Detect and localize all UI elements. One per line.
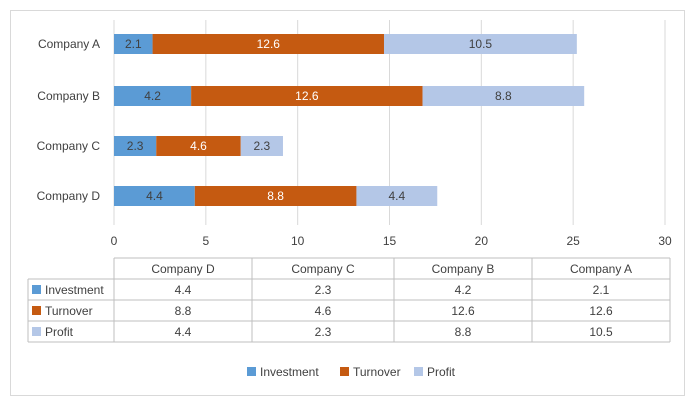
x-tick-label-15: 15 — [383, 234, 397, 248]
table-cell-turnover-company-a: 12.6 — [589, 304, 613, 318]
category-label-company-c: Company C — [37, 139, 101, 153]
table-legend-key-profit — [32, 327, 41, 336]
table-header-company-c: Company C — [291, 262, 355, 276]
x-tick-label-10: 10 — [291, 234, 305, 248]
data-label-turnover-company-b: 12.6 — [295, 89, 319, 103]
bar-investment-company-a — [114, 34, 153, 54]
x-tick-label-25: 25 — [566, 234, 580, 248]
data-label-profit-company-c: 2.3 — [254, 139, 271, 153]
legend-key-profit — [414, 367, 423, 376]
data-label-investment-company-d: 4.4 — [146, 189, 163, 203]
table-legend-key-investment — [32, 285, 41, 294]
table-cell-profit-company-a: 10.5 — [589, 325, 613, 339]
bar-turnover-company-a — [152, 34, 384, 54]
table-cell-investment-company-b: 4.2 — [455, 283, 472, 297]
table-cell-investment-company-d: 4.4 — [175, 283, 192, 297]
table-cell-turnover-company-c: 4.6 — [315, 304, 332, 318]
bar-profit-company-b — [422, 86, 585, 106]
x-tick-label-0: 0 — [111, 234, 118, 248]
data-label-investment-company-b: 4.2 — [144, 89, 161, 103]
table-header-company-a: Company A — [570, 262, 632, 276]
x-tick-label-20: 20 — [475, 234, 489, 248]
legend-key-investment — [247, 367, 256, 376]
table-row-label-investment: Investment — [45, 283, 104, 297]
bar-turnover-company-c — [156, 136, 241, 156]
legend-label-investment: Investment — [260, 365, 319, 379]
category-label-company-d: Company D — [37, 189, 101, 203]
category-label-company-a: Company A — [38, 37, 100, 51]
table-legend-key-turnover — [32, 306, 41, 315]
bar-investment-company-c — [114, 136, 157, 156]
table-header-company-d: Company D — [151, 262, 215, 276]
table-header-company-b: Company B — [432, 262, 495, 276]
table-cell-profit-company-b: 8.8 — [455, 325, 472, 339]
legend-label-profit: Profit — [427, 365, 456, 379]
data-label-profit-company-b: 8.8 — [495, 89, 512, 103]
category-label-company-b: Company B — [37, 89, 100, 103]
table-cell-investment-company-a: 2.1 — [593, 283, 610, 297]
data-label-turnover-company-c: 4.6 — [190, 139, 207, 153]
table-row-label-profit: Profit — [45, 325, 74, 339]
legend-key-turnover — [340, 367, 349, 376]
bar-profit-company-d — [356, 186, 438, 206]
data-label-turnover-company-a: 12.6 — [257, 37, 281, 51]
table-cell-profit-company-d: 4.4 — [175, 325, 192, 339]
legend-label-turnover: Turnover — [353, 365, 401, 379]
bar-investment-company-b — [114, 86, 192, 106]
table-cell-turnover-company-b: 12.6 — [451, 304, 475, 318]
table-row-label-turnover: Turnover — [45, 304, 93, 318]
x-tick-label-5: 5 — [202, 234, 209, 248]
bar-turnover-company-b — [191, 86, 423, 106]
bar-profit-company-a — [383, 34, 577, 54]
bar-profit-company-c — [240, 136, 283, 156]
table-cell-profit-company-c: 2.3 — [315, 325, 332, 339]
bar-investment-company-d — [114, 186, 195, 206]
x-tick-label-30: 30 — [658, 234, 672, 248]
table-cell-investment-company-c: 2.3 — [315, 283, 332, 297]
data-label-profit-company-d: 4.4 — [389, 189, 406, 203]
data-label-investment-company-a: 2.1 — [125, 37, 142, 51]
table-cell-turnover-company-d: 8.8 — [175, 304, 192, 318]
data-label-investment-company-c: 2.3 — [127, 139, 144, 153]
bar-turnover-company-d — [194, 186, 357, 206]
data-label-turnover-company-d: 8.8 — [267, 189, 284, 203]
data-label-profit-company-a: 10.5 — [469, 37, 493, 51]
